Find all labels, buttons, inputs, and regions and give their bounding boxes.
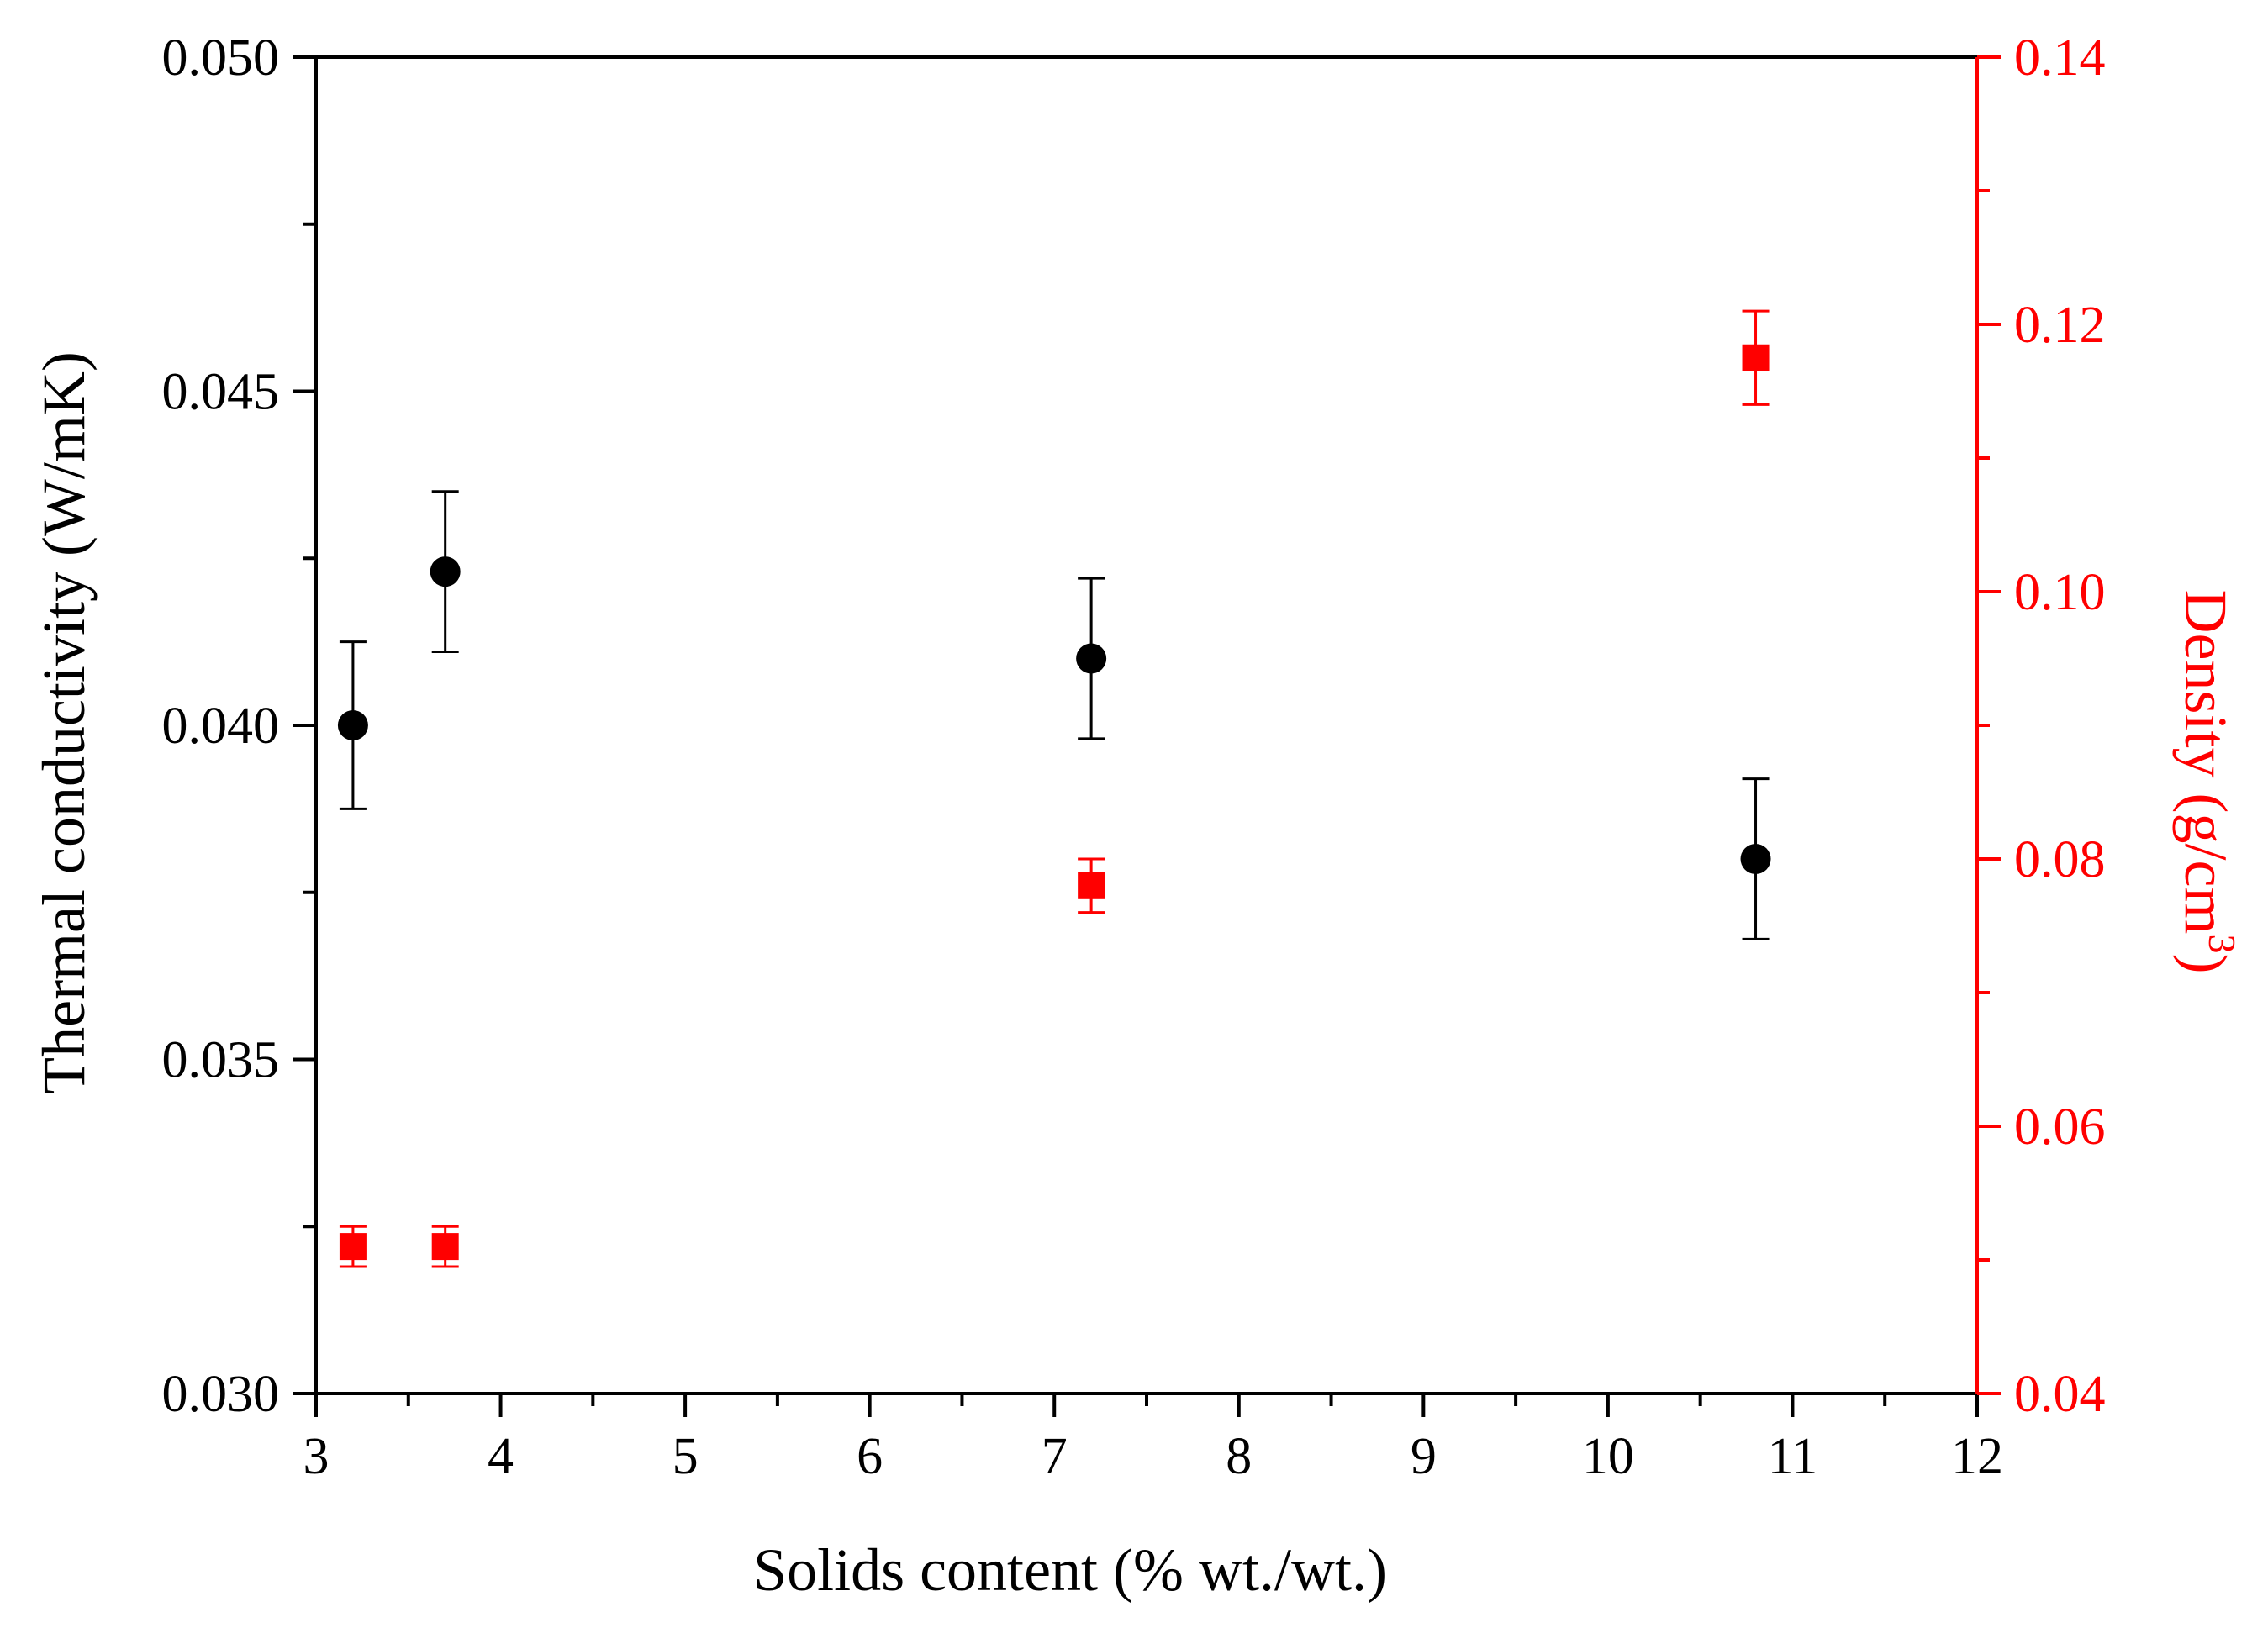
- x-tick-label: 12: [1951, 1428, 2003, 1485]
- y-right-tick-label: 0.04: [2014, 1366, 2106, 1423]
- density-point: [431, 1233, 459, 1261]
- x-tick-label: 9: [1411, 1428, 1437, 1485]
- x-tick-label: 11: [1768, 1428, 1818, 1485]
- density-point: [1078, 872, 1105, 899]
- thermal-conductivity-point: [1740, 844, 1771, 874]
- y-left-tick-label: 0.030: [162, 1366, 280, 1423]
- x-tick-label: 3: [303, 1428, 330, 1485]
- axis-labels-group: Solids content (% wt./wt.) Thermal condu…: [30, 351, 2244, 1604]
- y-axis-right-title-main: Density (g/cm: [2172, 590, 2239, 935]
- series-group: [337, 309, 1771, 1268]
- x-axis-title: Solids content (% wt./wt.): [753, 1536, 1387, 1604]
- y-axis-right-title: Density (g/cm3): [2172, 590, 2244, 974]
- thermal-conductivity-point: [1076, 643, 1107, 674]
- y-left-tick-label: 0.035: [162, 1032, 280, 1089]
- x-tick-label: 5: [672, 1428, 699, 1485]
- density-point: [339, 1233, 367, 1261]
- y-right-tick-label: 0.12: [2014, 297, 2106, 354]
- y-left-tick-label: 0.050: [162, 29, 280, 87]
- axes-group: 3 4 5 6 7 8 9 10 11 12 0.030 0.035 0.040 0.045 0.050 0.…: [162, 29, 2106, 1485]
- y-right-tick-label: 0.06: [2014, 1099, 2106, 1156]
- y-left-tick-label: 0.040: [162, 698, 280, 755]
- x-tick-label: 10: [1582, 1428, 1634, 1485]
- y-right-tick-label: 0.10: [2014, 564, 2106, 621]
- y-axis-right-title-close: ): [2172, 953, 2239, 973]
- y-right-tick-label: 0.14: [2014, 29, 2106, 87]
- x-tick-label: 7: [1042, 1428, 1068, 1485]
- y-axis-right-title-superscript: 3: [2201, 934, 2244, 953]
- density-point: [1742, 344, 1770, 371]
- x-tick-label: 6: [857, 1428, 883, 1485]
- thermal-conductivity-point: [337, 710, 368, 740]
- y-right-tick-label: 0.08: [2014, 831, 2106, 888]
- y-left-tick-label: 0.045: [162, 364, 280, 421]
- thermal-conductivity-point: [430, 556, 461, 587]
- x-tick-label: 8: [1226, 1428, 1252, 1485]
- x-tick-label: 4: [488, 1428, 514, 1485]
- y-axis-left-title: Thermal conductivity (W/mK): [30, 351, 98, 1094]
